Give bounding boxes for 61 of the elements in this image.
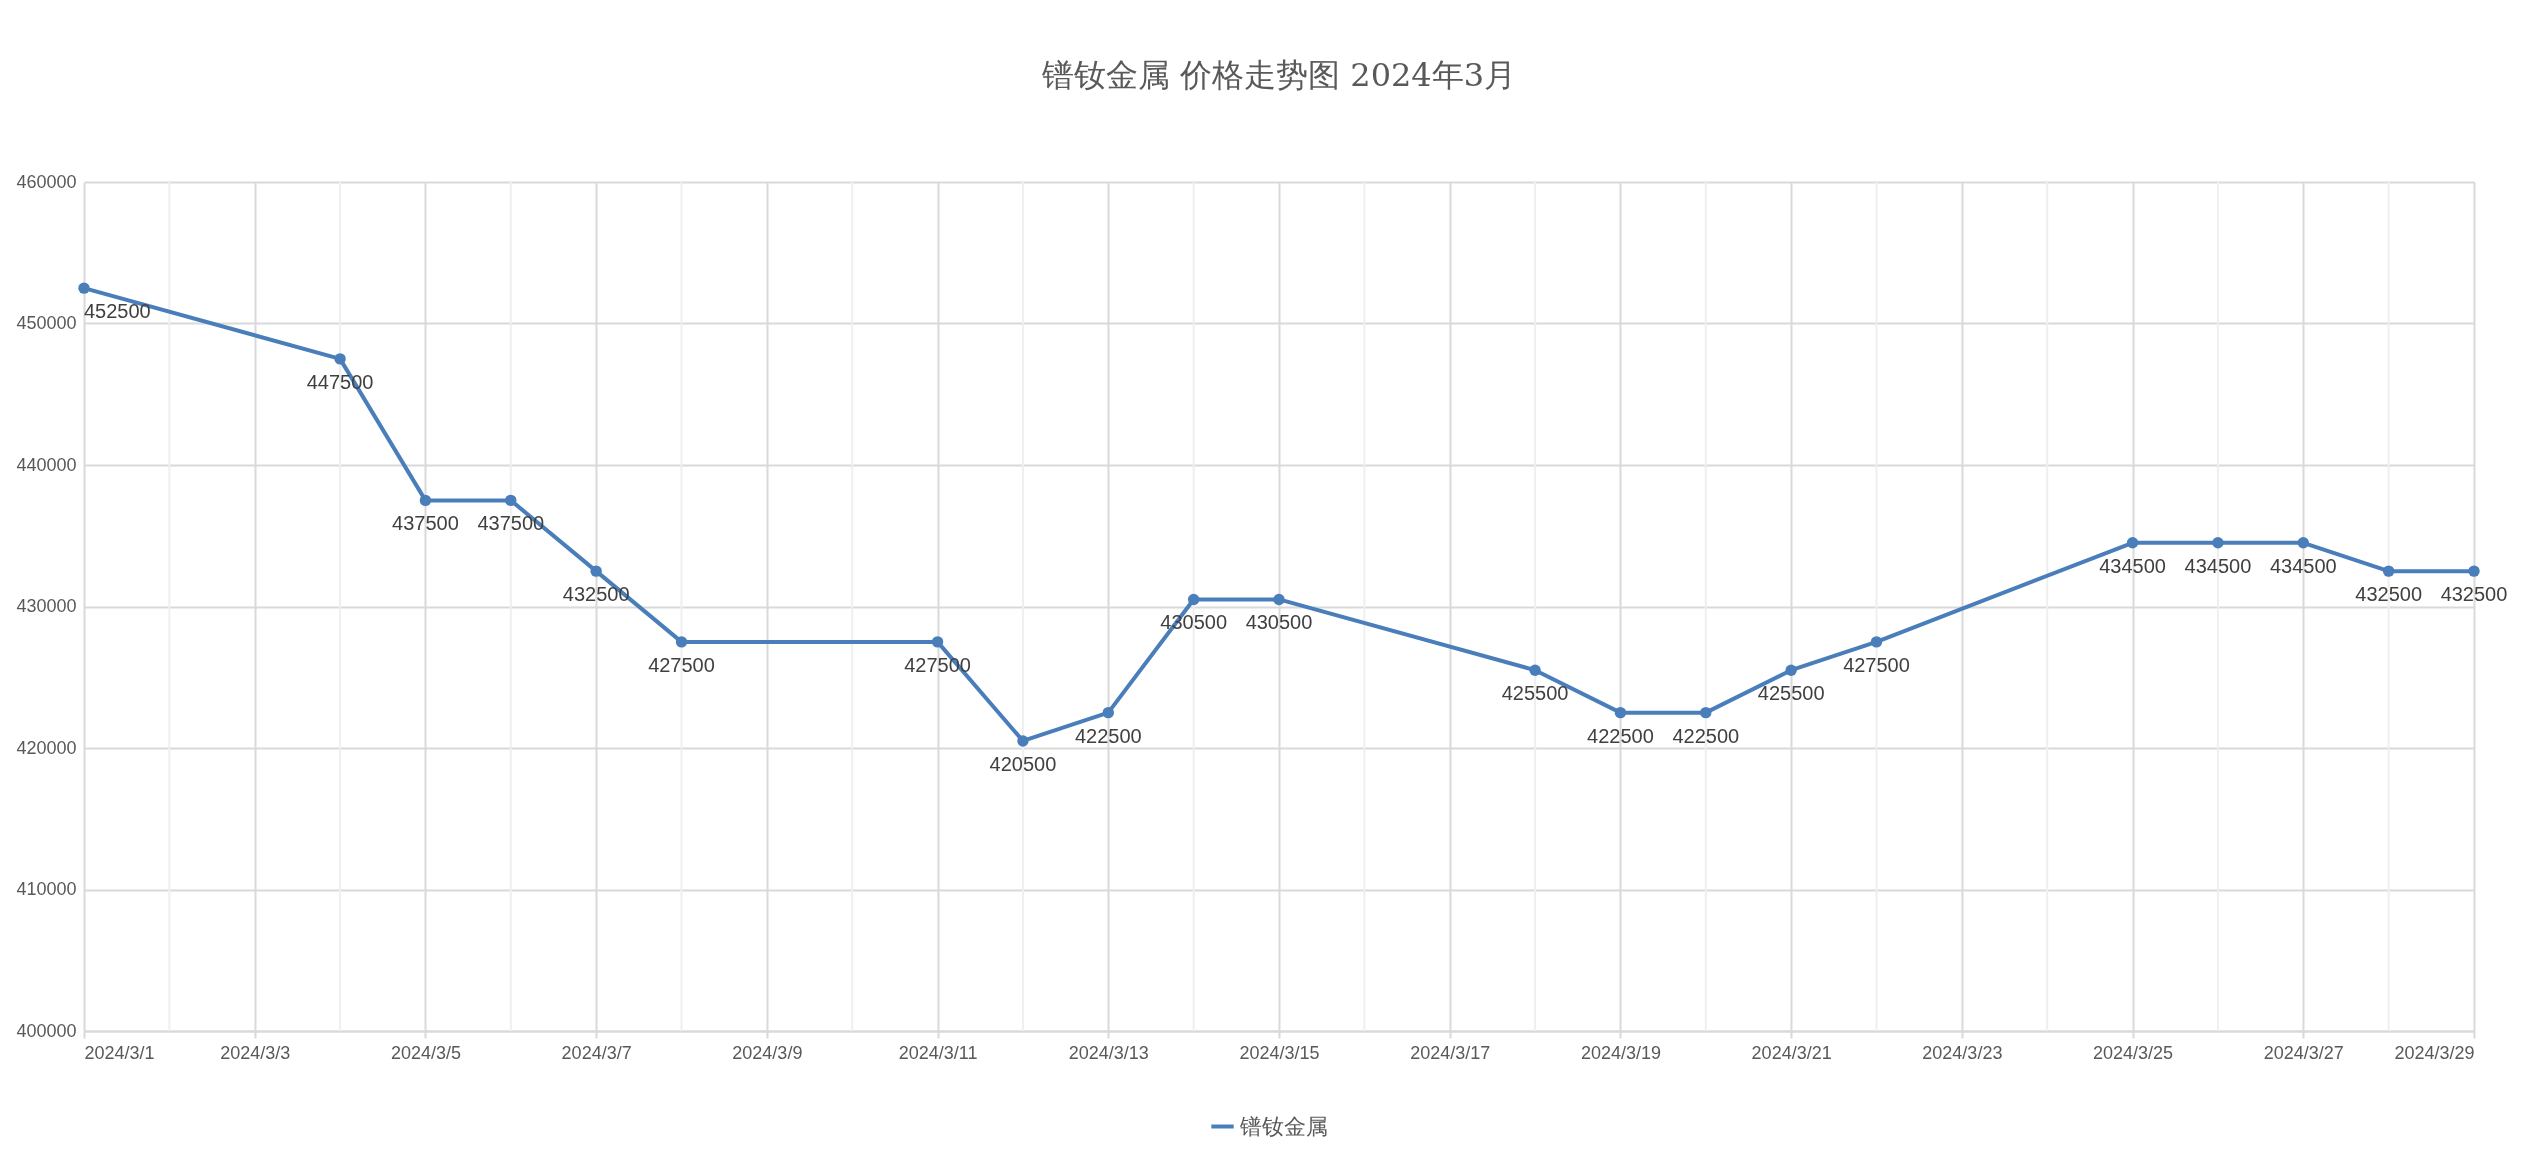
data-label: 427500	[648, 653, 715, 676]
point	[1785, 664, 1797, 676]
point	[2297, 537, 2309, 549]
point	[78, 282, 90, 294]
point	[1273, 593, 1285, 606]
point	[675, 636, 688, 648]
x-tick-label: 2024/3/25	[2093, 1042, 2174, 1063]
data-label: 422500	[1587, 724, 1654, 747]
y-tick-label: 460000	[16, 171, 77, 192]
data-label: 425500	[1501, 682, 1569, 705]
point	[2212, 537, 2224, 549]
x-tick-label: 2024/3/21	[1751, 1042, 1832, 1063]
x-tick-label: 2024/3/19	[1580, 1042, 1661, 1063]
y-tick-label: 410000	[16, 879, 77, 899]
point	[505, 494, 517, 507]
x-tick-label: 2024/3/27	[2263, 1042, 2344, 1063]
data-label: 432500	[2440, 583, 2508, 606]
data-label: 420500	[989, 752, 1057, 775]
point	[590, 565, 602, 577]
legend-label: 镨钕金属	[1239, 1113, 1328, 1139]
x-tick-label: 2024/3/13	[1068, 1042, 1149, 1063]
data-label: 452500	[84, 300, 151, 323]
point	[1102, 706, 1114, 719]
data-label: 422500	[1672, 724, 1740, 747]
data-label: 425500	[1757, 682, 1825, 705]
point	[931, 636, 944, 648]
point	[1529, 664, 1541, 676]
x-tick-label: 2024/3/23	[1922, 1042, 2003, 1063]
data-label: 434500	[2099, 554, 2166, 577]
y-tick-label: 430000	[16, 596, 77, 616]
data-label: 434500	[2184, 554, 2252, 577]
x-tick-label: 2024/3/3	[220, 1042, 291, 1063]
chart-title: 镨钕金属 价格走势图 2024年3月	[1040, 56, 1517, 94]
x-tick-label: 2024/3/5	[390, 1042, 461, 1063]
point	[419, 494, 432, 507]
x-tick-label: 2024/3/11	[898, 1042, 978, 1063]
x-tick-label: 2024/3/17	[1410, 1042, 1491, 1063]
data-label: 432500	[2355, 583, 2423, 606]
data-label: 434500	[2269, 554, 2337, 577]
x-tick-label: 2024/3/15	[1239, 1042, 1320, 1063]
point	[1614, 706, 1627, 719]
y-tick-label: 400000	[16, 1020, 77, 1041]
y-tick-label: 420000	[16, 737, 77, 758]
point	[2126, 537, 2139, 549]
point	[1187, 593, 1200, 606]
point	[2382, 565, 2395, 577]
y-tick-label: 440000	[16, 454, 77, 475]
point	[1700, 706, 1712, 719]
point	[2468, 565, 2480, 577]
x-tick-label: 2024/3/1	[84, 1042, 155, 1063]
x-tick-label: 2024/3/29	[2394, 1042, 2475, 1063]
x-tick-label: 2024/3/9	[732, 1042, 803, 1063]
x-tick-label: 2024/3/7	[561, 1042, 632, 1063]
y-tick-label: 450000	[16, 313, 77, 333]
point	[1017, 735, 1029, 747]
point	[1870, 636, 1883, 648]
data-label: 430500	[1245, 611, 1313, 634]
point	[334, 353, 346, 365]
data-label: 422500	[1074, 724, 1142, 747]
data-label: 427500	[1843, 653, 1910, 676]
data-label: 437500	[392, 512, 459, 535]
